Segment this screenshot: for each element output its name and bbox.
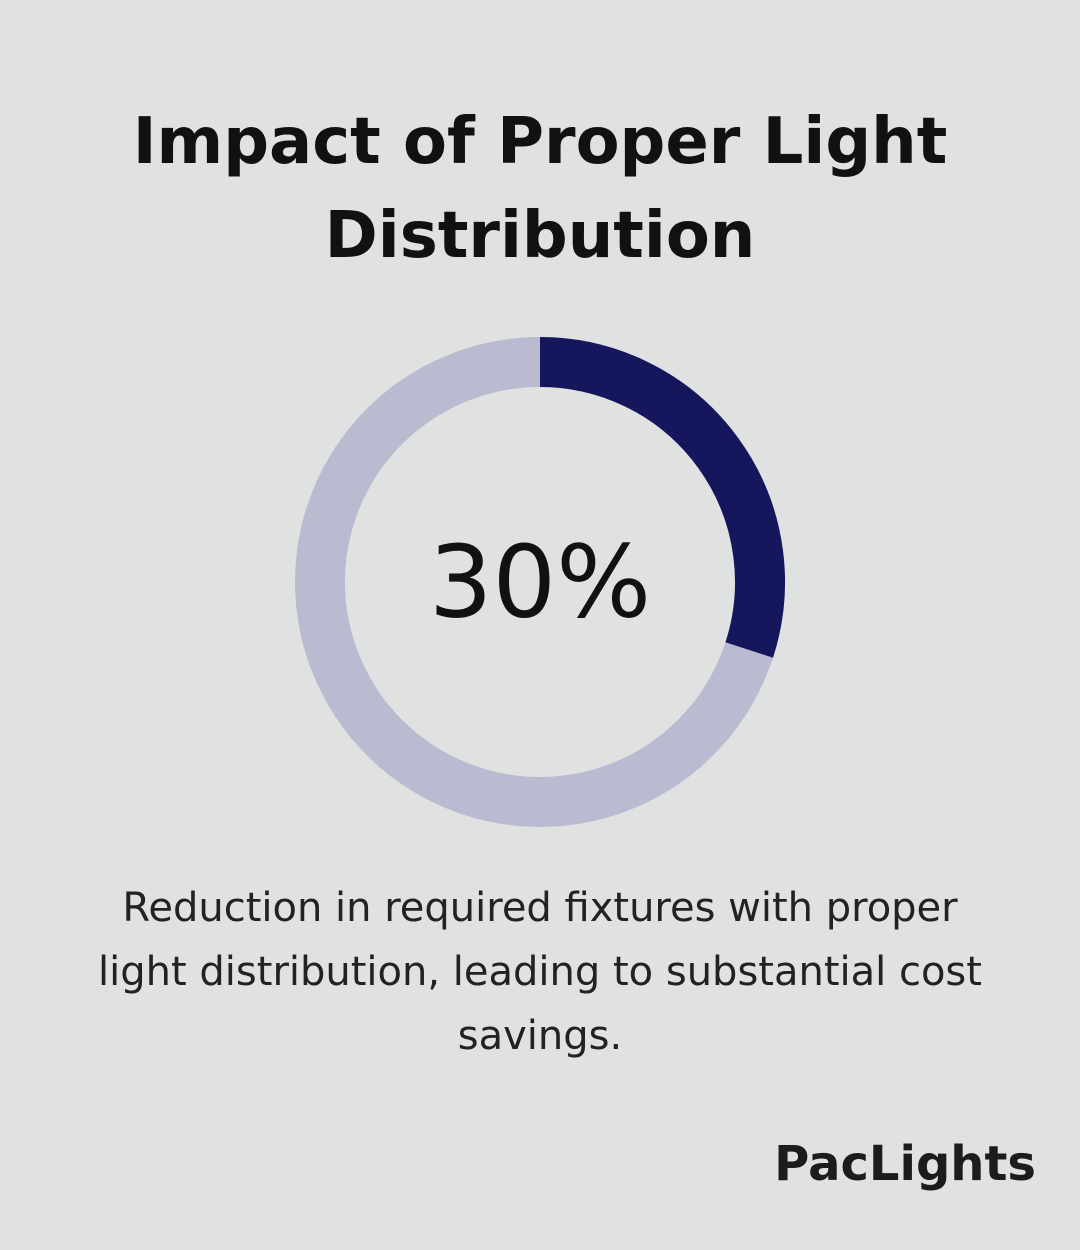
donut-center-value: 30% [429, 524, 651, 641]
page-title: Impact of Proper Light Distribution [0, 95, 1080, 283]
page-title-line-2: Distribution [324, 199, 756, 273]
page-title-line-1: Impact of Proper Light [132, 105, 948, 179]
description-line-3: savings. [457, 1013, 623, 1059]
description-line-1: Reduction in required fixtures with prop… [122, 885, 958, 931]
brand-logo: PacLights [774, 1136, 1036, 1192]
description-line-2: light distribution, leading to substanti… [98, 949, 982, 995]
donut-chart: 30% [295, 337, 785, 827]
chart-description: Reduction in required fixtures with prop… [60, 876, 1020, 1068]
donut-highlight-slice [539, 337, 785, 658]
